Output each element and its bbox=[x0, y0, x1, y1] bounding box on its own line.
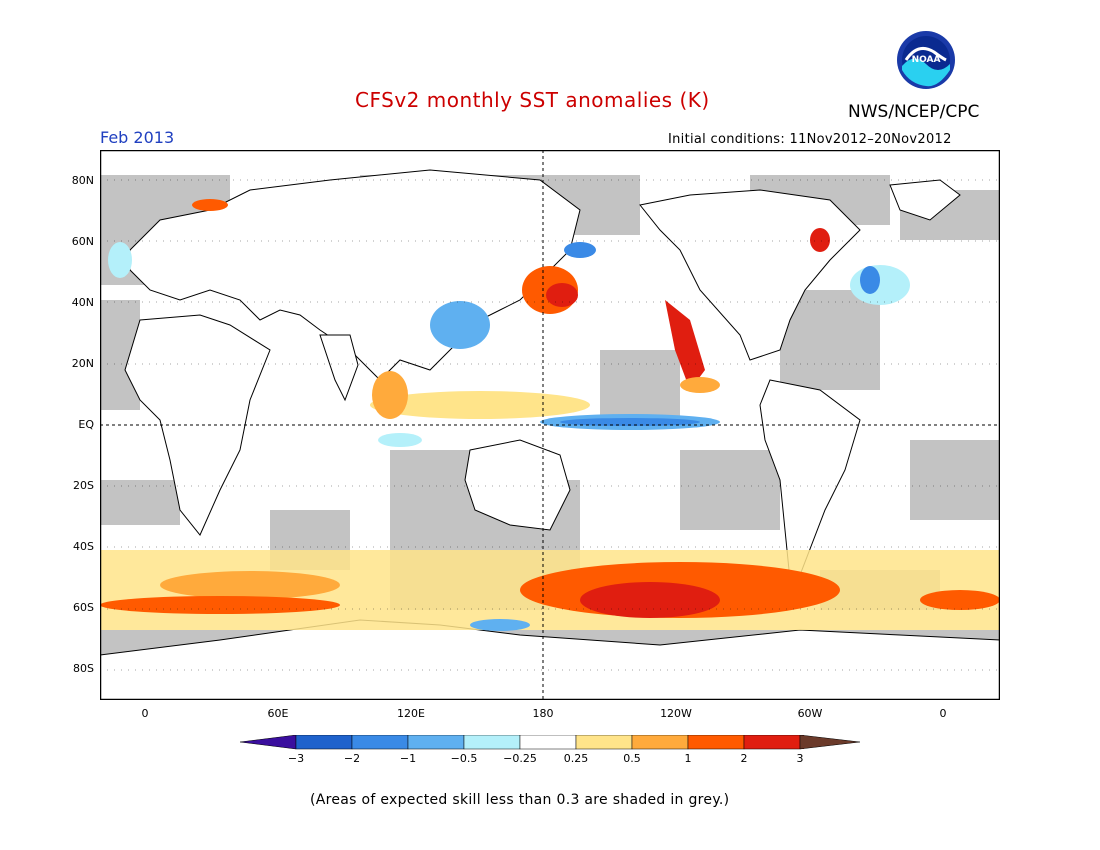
skill-footnote: (Areas of expected skill less than 0.3 a… bbox=[310, 792, 730, 808]
logo-text: NOAA bbox=[912, 55, 941, 65]
forecast-month: Feb 2013 bbox=[100, 128, 175, 147]
lon-label-60e: 60E bbox=[267, 707, 289, 720]
lat-label-20n: 20N bbox=[71, 357, 94, 370]
lat-label-60n: 60N bbox=[71, 235, 94, 248]
lat-label-40n: 40N bbox=[71, 296, 94, 309]
lon-label-60w: 60W bbox=[797, 707, 823, 720]
colorbar-tick-neg1: −1 bbox=[399, 752, 417, 765]
noaa-logo: NOAA bbox=[897, 31, 955, 89]
colorbar-tick-neg2: −2 bbox=[343, 752, 361, 765]
colorbar-tick-1: 1 bbox=[684, 752, 692, 765]
colorbar-tick-0-5: 0.5 bbox=[623, 752, 641, 765]
agency-label: NWS/NCEP/CPC bbox=[848, 102, 980, 122]
map-tick-dots bbox=[100, 179, 1000, 671]
colorbar-tick-neg0-25: −0.25 bbox=[503, 752, 537, 765]
lat-label-20s: 20S bbox=[73, 479, 94, 492]
warm-anomalies bbox=[100, 199, 1000, 630]
colorbar-tick-neg0-5: −0.5 bbox=[450, 752, 478, 765]
sst-anomaly-map bbox=[100, 150, 1000, 700]
colorbar-tick-2: 2 bbox=[740, 752, 748, 765]
lat-label-40s: 40S bbox=[73, 540, 94, 553]
lat-label-80s: 80S bbox=[73, 662, 94, 675]
map-title: CFSv2 monthly SST anomalies (K) bbox=[355, 88, 710, 112]
initial-conditions: Initial conditions: 11Nov2012–20Nov2012 bbox=[668, 132, 952, 147]
cool-anomalies bbox=[108, 242, 910, 631]
lon-label-120e: 120E bbox=[397, 707, 425, 720]
colorbar-tick-neg3: −3 bbox=[287, 752, 305, 765]
colorbar-tick-0-25: 0.25 bbox=[563, 752, 589, 765]
colorbar-tick-3: 3 bbox=[796, 752, 804, 765]
lon-label-0-east: 0 bbox=[939, 707, 947, 720]
map-gridlines bbox=[100, 150, 1000, 700]
lon-label-120w: 120W bbox=[660, 707, 692, 720]
lat-label-eq: EQ bbox=[78, 418, 94, 431]
lat-label-60s: 60S bbox=[73, 601, 94, 614]
lon-label-180: 180 bbox=[532, 707, 554, 720]
colorbar bbox=[240, 735, 860, 750]
lon-label-0: 0 bbox=[141, 707, 149, 720]
lat-label-80n: 80N bbox=[71, 174, 94, 187]
